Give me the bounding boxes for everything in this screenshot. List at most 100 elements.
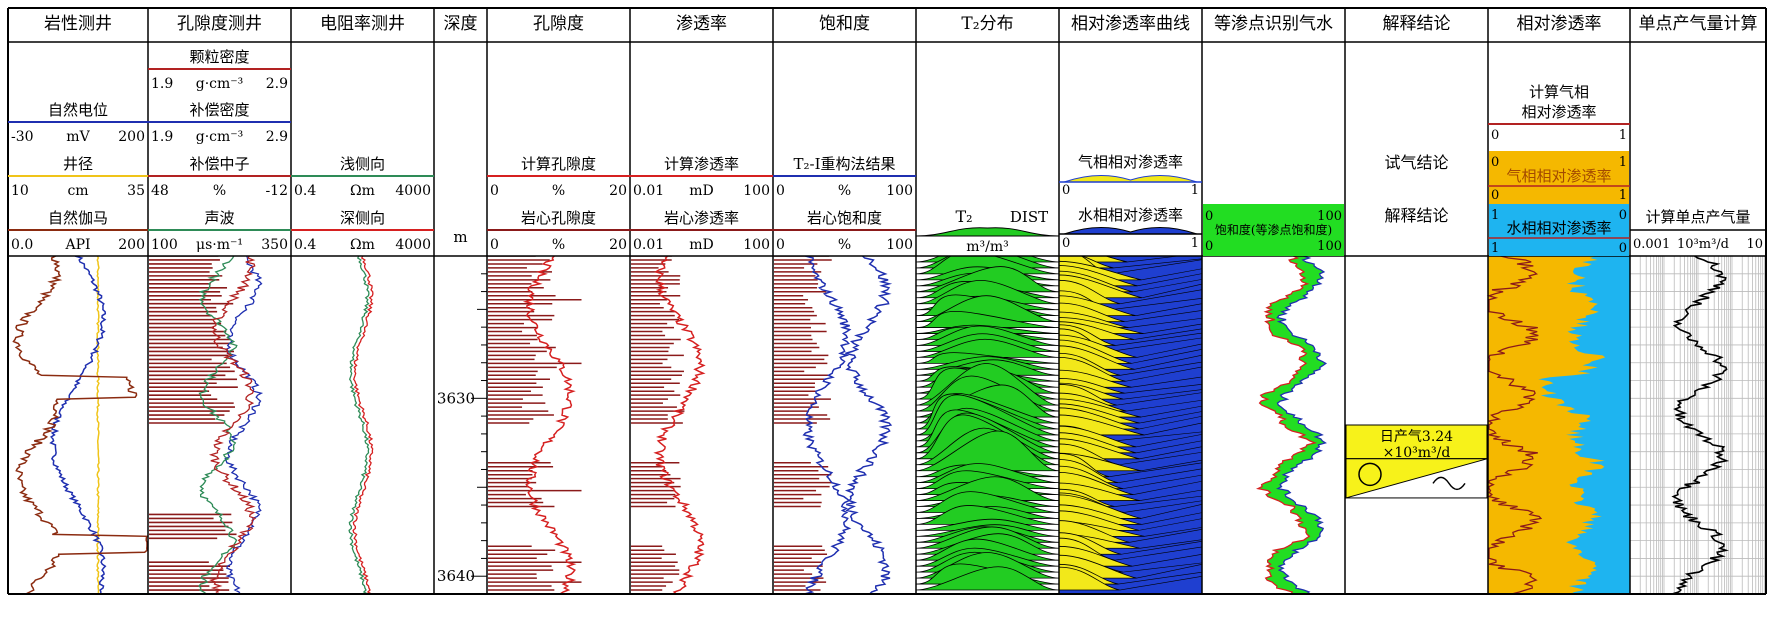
curve-name: 岩心孔隙度 — [521, 209, 596, 227]
scale-unit: cm — [67, 183, 88, 199]
relperm-water — [1125, 366, 1203, 382]
curve-name: 自然伽马 — [48, 209, 108, 227]
scale-unit: g·cm⁻³ — [196, 76, 244, 92]
header-swatch — [1063, 226, 1198, 235]
scale-max: 10 — [1746, 237, 1763, 252]
scale-unit: μs·m⁻¹ — [196, 237, 243, 253]
scale-unit: m³/m³ — [966, 239, 1009, 255]
interp-label: 解释结论 — [1384, 206, 1448, 225]
relperm-water — [1118, 468, 1203, 483]
curve-name: 自然电位 — [48, 101, 108, 119]
header-swatch — [1489, 204, 1629, 256]
relperm-water — [1134, 354, 1203, 370]
scale-min: 1.9 — [151, 76, 173, 92]
relperm-water — [1133, 279, 1203, 293]
scale-max: 4000 — [395, 237, 431, 253]
scale-max: 0 — [1619, 208, 1627, 223]
scale-min: 0 — [490, 183, 499, 199]
relperm-water — [1114, 546, 1203, 561]
relperm-water — [1124, 310, 1203, 322]
scale-max: 200 — [118, 129, 145, 145]
relperm-water — [1120, 289, 1203, 305]
scale-max: 350 — [261, 237, 288, 253]
relperm-water — [1128, 317, 1203, 328]
relperm-water — [1132, 553, 1203, 567]
scale-max: -12 — [265, 183, 288, 199]
scale-max: 100 — [743, 183, 770, 199]
scale-min: 0 — [1491, 128, 1499, 143]
t2-spectrum — [915, 256, 1060, 275]
scale-min: 0 — [1205, 239, 1213, 254]
header-swatch — [915, 227, 1060, 237]
calc-prod-curve — [1671, 256, 1730, 594]
scale-unit: 10³m³/d — [1677, 237, 1729, 252]
relperm-water-fill — [1538, 256, 1630, 594]
t2-spectrum — [915, 505, 1060, 525]
scale-max: 100 — [1317, 209, 1342, 224]
relperm-water — [1119, 575, 1203, 591]
relperm-water — [1141, 268, 1203, 281]
scale-max: 2.9 — [266, 129, 288, 145]
track-title: 孔隙度测井 — [177, 14, 262, 34]
gas-circle — [1358, 462, 1382, 487]
calc-curve — [802, 256, 852, 594]
scale-max: 1 — [1191, 183, 1199, 198]
scale-max: 1 — [1619, 155, 1627, 170]
relperm-water — [1143, 323, 1203, 334]
isoperm-fill — [1258, 256, 1326, 594]
scale-unit: % — [213, 183, 226, 199]
curve-name: 岩心渗透率 — [664, 209, 739, 227]
scale-min: 10 — [11, 183, 29, 199]
relperm-water — [1139, 539, 1203, 549]
scale-min: 0.0 — [11, 237, 33, 253]
scale-unit: Ωm — [350, 237, 375, 253]
header-swatch — [1063, 174, 1198, 183]
relperm-water — [1133, 480, 1203, 495]
isoperm-sat — [1276, 256, 1328, 594]
scale-max: 100 — [1317, 239, 1342, 254]
scale-unit: g·cm⁻³ — [196, 129, 244, 145]
scale-max: 100 — [743, 237, 770, 253]
relperm-water — [1140, 405, 1203, 418]
isoperm-point — [1255, 256, 1318, 594]
curve-name: 深侧向 — [340, 209, 385, 227]
scale-unit: API — [64, 237, 90, 253]
curve-name: T₂-I重构法结果 — [793, 155, 895, 173]
track-title: 相对渗透率 — [1517, 14, 1602, 34]
scale-min: 0.01 — [633, 183, 664, 199]
scale-min: 0 — [776, 237, 785, 253]
scale-min: 1 — [1491, 208, 1499, 223]
relperm-water — [1133, 328, 1203, 340]
relperm-water — [1118, 571, 1203, 585]
scale-min: 0 — [1491, 155, 1499, 170]
relperm-gas — [1058, 566, 1120, 591]
relperm-water — [1139, 446, 1203, 460]
relperm-water — [1120, 361, 1203, 376]
curve-name: T₂ — [955, 207, 972, 226]
test-label: 试气结论 — [1384, 153, 1448, 172]
scale-unit: Ωm — [350, 183, 375, 199]
track-title: 孔隙度 — [533, 14, 584, 34]
relperm-water — [1135, 303, 1203, 316]
curve-name: 补偿中子 — [189, 155, 249, 173]
scale-max: 200 — [118, 237, 145, 253]
scale-max: 1 — [1191, 236, 1199, 251]
curve-name: 水相相对渗透率 — [1078, 206, 1183, 224]
relperm-water — [1110, 259, 1203, 275]
curve-caliper — [96, 256, 100, 594]
scale-max: 1 — [1619, 128, 1627, 143]
relperm-water — [1127, 256, 1181, 263]
relperm-water — [1119, 451, 1203, 466]
header-swatch — [1489, 151, 1629, 204]
curve-name: 颗粒密度 — [189, 48, 249, 66]
track-title: 饱和度 — [819, 14, 870, 34]
curve-name: 水相相对渗透率 — [1506, 219, 1611, 237]
scale-min: 1.9 — [151, 129, 173, 145]
scale-unit: % — [838, 183, 851, 199]
curve-name: 计算孔隙度 — [521, 155, 596, 173]
curve-name-2: 相对渗透率 — [1521, 103, 1596, 121]
curve-name: 声波 — [204, 209, 234, 227]
relperm-water — [1124, 500, 1203, 513]
relperm-water — [1137, 273, 1203, 287]
scale-max: 20 — [609, 183, 627, 199]
